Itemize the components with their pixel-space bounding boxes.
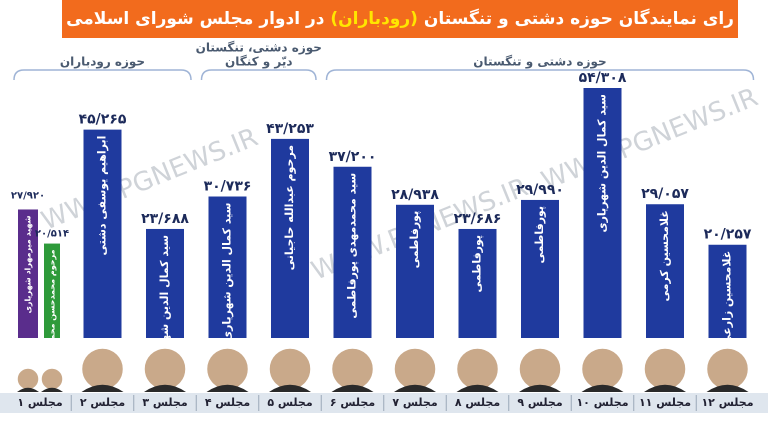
- category-label: مجلس ۳: [142, 396, 187, 409]
- group-label: حوزه دشتی، تنگستان: [196, 41, 322, 56]
- bar: [271, 138, 309, 338]
- portrait: [393, 347, 437, 391]
- group-label: حوزه رودباران: [60, 55, 145, 70]
- portrait: [518, 347, 562, 391]
- portrait-shoulders: [644, 384, 686, 392]
- portrait-shoulders: [394, 384, 436, 392]
- value-label: ۳۷/۲۰۰: [329, 149, 377, 165]
- category-label: مجلس ۹: [517, 396, 562, 409]
- portrait-shoulders: [456, 384, 499, 392]
- portrait-shoulders: [706, 384, 749, 392]
- group-bracket: [200, 69, 317, 81]
- portrait: [205, 347, 250, 391]
- portrait-shoulders: [144, 384, 186, 392]
- bar-name: غلامحسین زارعی: [721, 251, 734, 346]
- category-label: مجلس ۷: [392, 396, 437, 409]
- bar-name: پورفاطمی: [533, 206, 546, 264]
- title-part: در ادوار مجلس شورای اسلامی: [66, 9, 325, 29]
- value-label: ۴۵/۲۶۵: [79, 112, 127, 128]
- category-label: مجلس ۱: [17, 396, 62, 409]
- category-label: مجلس ۱۲: [701, 396, 753, 409]
- bar: [83, 129, 122, 338]
- portrait-shoulders: [41, 387, 63, 392]
- value-label: ۲۰/۵۱۴: [35, 229, 69, 240]
- group-label: حوزه دشتی و تنگستان: [473, 55, 606, 70]
- value-label: ۵۴/۳۰۸: [579, 70, 627, 86]
- bar-name: مرحوم عبدالله حاجیانی: [283, 145, 296, 271]
- bar: [708, 244, 747, 338]
- bar: [521, 199, 559, 338]
- bar: [18, 209, 38, 338]
- bar: [583, 88, 622, 338]
- bar: [146, 228, 184, 338]
- value-label: ۲۳/۶۸۸: [141, 211, 189, 227]
- portrait: [705, 347, 750, 391]
- bar-name: سید کمال الدین شهریاری: [158, 235, 171, 373]
- value-label: ۴۳/۲۵۳: [266, 121, 314, 137]
- portrait: [330, 347, 375, 391]
- portrait: [455, 347, 500, 391]
- bar-name: مرحوم محمدحسن محمدی: [48, 250, 57, 352]
- portrait: [643, 347, 687, 391]
- value-label: ۲۹/۹۹۰: [516, 182, 564, 198]
- portrait: [16, 367, 40, 391]
- bar-name: شهید میرمهراد شهریاری: [24, 215, 33, 313]
- value-label: ۳۰/۷۳۶: [204, 179, 252, 195]
- value-label: ۲۷/۹۲۰: [11, 190, 45, 201]
- group-label: دیّر و کنگان: [225, 55, 293, 70]
- portrait: [268, 347, 312, 391]
- title-part: رای نمایندگان حوزه دشتی و تنگستان: [423, 9, 734, 29]
- portrait-shoulders: [331, 384, 374, 392]
- title-part: (رودباران): [330, 9, 418, 29]
- category-label: مجلس ۴: [205, 396, 250, 409]
- portrait-shoulders: [519, 384, 561, 392]
- value-label: ۲۳/۶۸۶: [454, 211, 502, 227]
- bar-name: سید کمال الدین شهریاری: [221, 203, 234, 341]
- title-banner: رای نمایندگان حوزه دشتی و تنگستان (رودبا…: [62, 0, 738, 38]
- value-label: ۲۹/۰۵۷: [641, 186, 689, 202]
- portrait: [80, 347, 125, 391]
- portrait-shoulders: [206, 384, 249, 392]
- group-bracket: [325, 69, 755, 81]
- category-label: مجلس ۵: [267, 396, 312, 409]
- value-label: ۲۰/۲۵۷: [704, 227, 752, 243]
- portrait-shoulders: [581, 384, 624, 392]
- category-label: مجلس ۸: [455, 396, 500, 409]
- value-label: ۲۸/۹۳۸: [391, 187, 439, 203]
- bar-name: سید کمال الدین شهریاری: [596, 94, 609, 232]
- category-label: مجلس ۱۰: [576, 396, 628, 409]
- bar-name: پورفاطمی: [471, 235, 484, 293]
- bar-name: غلامحسین کرمی: [658, 210, 671, 301]
- category-label: مجلس ۶: [330, 396, 375, 409]
- bar-name: ابراهیم یوسفی دشتی: [96, 136, 109, 256]
- bar-name: سید محمدمهدی پورفاطمی: [346, 173, 359, 319]
- portrait-shoulders: [17, 387, 39, 392]
- portrait: [40, 367, 64, 391]
- portrait: [580, 347, 625, 391]
- bar: [333, 166, 372, 338]
- portrait: [143, 347, 187, 391]
- bar-name: پورفاطمی: [408, 211, 421, 269]
- category-label: مجلس ۱۱: [639, 396, 691, 409]
- bar: [646, 204, 684, 338]
- portrait-shoulders: [81, 384, 124, 392]
- bar: [458, 228, 497, 338]
- group-bracket: [13, 69, 192, 81]
- bar: [44, 243, 60, 338]
- bar: [396, 204, 434, 338]
- bar: [208, 196, 247, 338]
- category-label: مجلس ۲: [80, 396, 125, 409]
- portrait-shoulders: [269, 384, 311, 392]
- watermark: WWW.PGNEWS.IR: [537, 82, 762, 196]
